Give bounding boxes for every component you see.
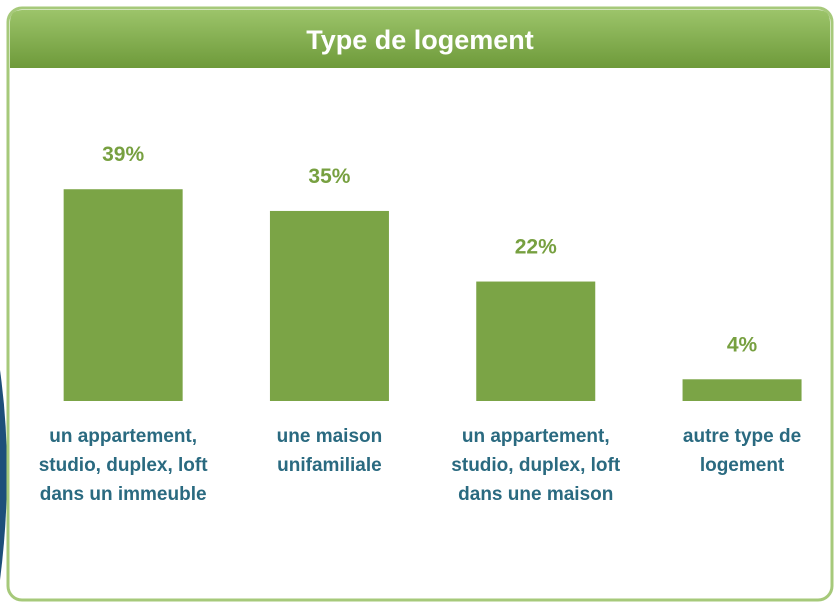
value-label: 22%	[515, 236, 557, 259]
value-label: 39%	[102, 143, 144, 166]
chart-title: Type de logement	[306, 25, 534, 55]
value-label: 4%	[727, 333, 758, 356]
side-decoration	[0, 370, 7, 580]
x-tick-label: un appartement, studio, duplex, loft dan…	[38, 426, 208, 505]
bar	[269, 210, 389, 401]
bar	[476, 281, 596, 401]
panel	[6, 6, 834, 602]
x-tick-label: autre type de logement	[682, 426, 802, 476]
bar	[63, 189, 183, 401]
x-tick-label: un appartement, studio, duplex, loft dan…	[451, 426, 621, 505]
bar	[682, 379, 802, 401]
value-label: 35%	[308, 165, 350, 188]
header	[10, 10, 830, 68]
x-tick-label: une maison unifamiliale	[276, 426, 383, 476]
